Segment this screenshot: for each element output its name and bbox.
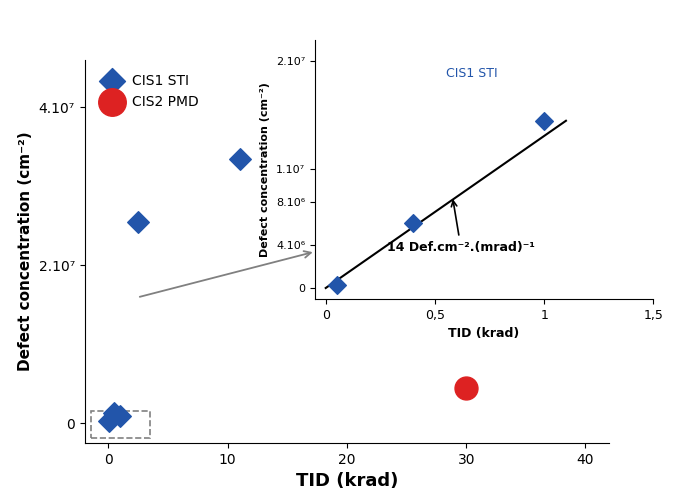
Y-axis label: Defect concentration (cm⁻²): Defect concentration (cm⁻²) (260, 82, 270, 257)
CIS1 STI (461, 119, 472, 127)
CIS1 STI (234, 154, 245, 162)
X-axis label: TID (krad): TID (krad) (448, 327, 520, 340)
CIS1 STI (104, 417, 114, 425)
Bar (91, 411, 150, 438)
CIS1 STI (133, 218, 144, 226)
Text: CIS1 STI: CIS1 STI (446, 67, 498, 80)
Legend: CIS1 STI, CIS2 PMD: CIS1 STI, CIS2 PMD (91, 67, 206, 116)
CIS1 STI (109, 409, 120, 417)
Point (408, 219, 418, 227)
CIS1 STI (115, 412, 126, 420)
Point (331, 281, 342, 289)
CIS1 STI (496, 95, 507, 103)
Point (539, 117, 550, 124)
Text: 14 Def.cm⁻².(mrad)⁻¹: 14 Def.cm⁻².(mrad)⁻¹ (387, 201, 535, 253)
Y-axis label: Defect concentration (cm⁻²): Defect concentration (cm⁻²) (18, 131, 33, 372)
CIS2 PMD (461, 384, 472, 392)
X-axis label: TID (krad): TID (krad) (296, 473, 398, 491)
